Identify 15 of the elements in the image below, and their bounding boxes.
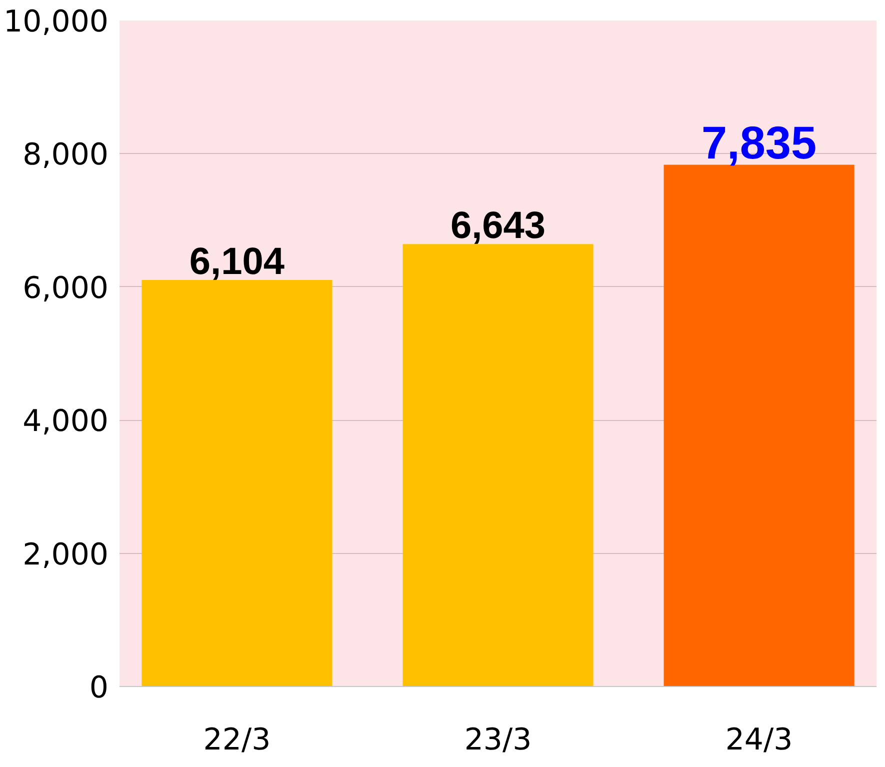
y-tick-label: 0 [89, 670, 109, 706]
bar [142, 280, 332, 686]
x-tick-label: 22/3 [203, 722, 271, 758]
y-tick-label: 10,000 [4, 4, 109, 40]
data-label: 6,104 [189, 240, 285, 283]
y-tick-label: 8,000 [22, 138, 109, 173]
bar [402, 244, 594, 686]
data-label: 6,643 [450, 205, 546, 248]
x-tick-label: 23/3 [464, 722, 532, 758]
bar [664, 164, 854, 686]
data-label: 7,835 [701, 116, 817, 169]
y-tick-label: 2,000 [22, 537, 109, 572]
y-tick-label: 4,000 [22, 404, 109, 440]
x-tick-label: 24/3 [725, 722, 793, 758]
y-tick-label: 6,000 [22, 270, 109, 306]
